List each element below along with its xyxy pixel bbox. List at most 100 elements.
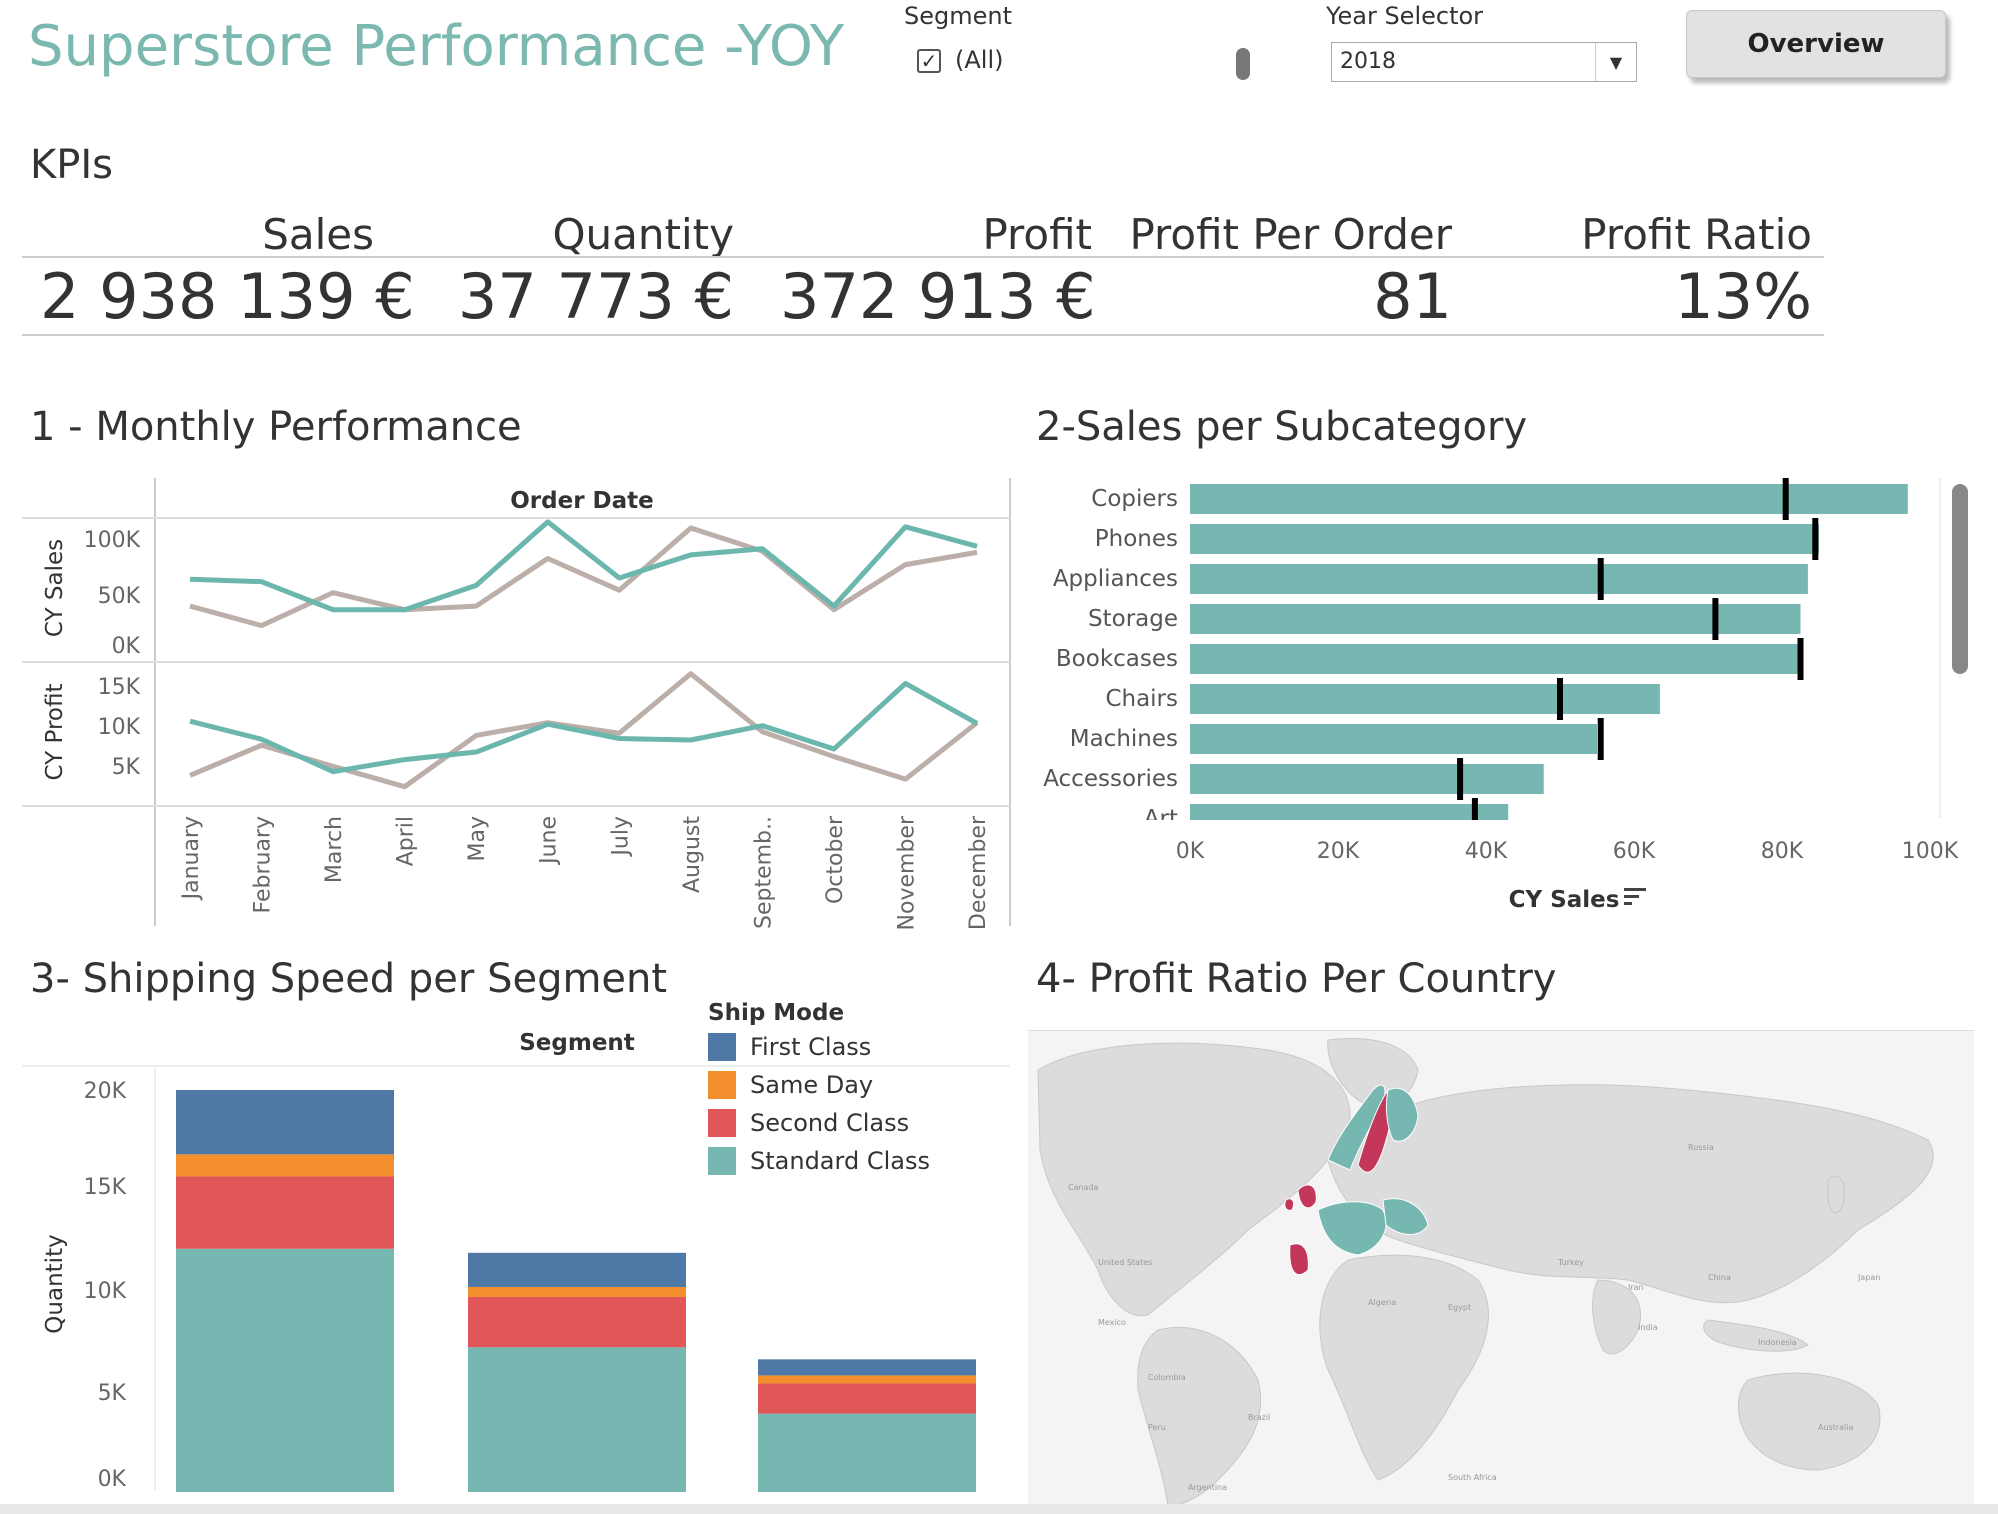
- bar-segment: [176, 1248, 394, 1492]
- legend-swatch: [708, 1071, 736, 1099]
- monthly-lines: [189, 519, 979, 790]
- legend-item-standard-class[interactable]: Standard Class: [708, 1142, 930, 1180]
- subcategory-bar: [1190, 644, 1802, 674]
- overview-button[interactable]: Overview: [1686, 10, 1946, 78]
- legend-swatch: [708, 1033, 736, 1061]
- subcategory-bar: [1190, 524, 1819, 554]
- slider-handle[interactable]: [1236, 48, 1250, 80]
- country-label: South Africa: [1448, 1473, 1497, 1482]
- checkmark-icon: ✓: [920, 49, 938, 73]
- month-label: October: [823, 815, 848, 904]
- legend-label: First Class: [750, 1033, 872, 1061]
- sort-icon[interactable]: [1624, 888, 1646, 905]
- subcategory-label: Storage: [1088, 606, 1178, 632]
- subcategory-bar: [1190, 484, 1908, 514]
- month-label: July: [608, 816, 633, 858]
- profit-tick: 15K: [98, 675, 141, 700]
- subcategory-label: Bookcases: [1056, 646, 1178, 672]
- country-label: Canada: [1068, 1183, 1099, 1192]
- kpi-profit-ratio-label: Profit Ratio: [1581, 210, 1812, 259]
- bar-segment: [758, 1359, 976, 1376]
- legend-item-same-day[interactable]: Same Day: [708, 1066, 930, 1104]
- x-tick: 100K: [1902, 839, 1959, 864]
- month-label: January: [179, 816, 204, 901]
- legend-item-second-class[interactable]: Second Class: [708, 1104, 930, 1142]
- country-label: Indonesia: [1758, 1338, 1797, 1347]
- year-selector-dropdown[interactable]: 2018 ▼: [1331, 42, 1637, 82]
- quantity-axis-label: Quantity: [42, 1234, 68, 1333]
- country-label: Argentina: [1188, 1483, 1227, 1492]
- country-label: Mexico: [1098, 1318, 1126, 1327]
- country-label: Turkey: [1557, 1258, 1584, 1267]
- reference-mark: [1812, 518, 1819, 560]
- cy-profit-axis-label: CY Profit: [42, 683, 68, 780]
- x-tick: 20K: [1317, 839, 1360, 864]
- bottom-scrollbar-track[interactable]: [0, 1504, 1998, 1514]
- monthly-performance-chart[interactable]: Order Date CY Sales CY Profit 100K 50K 0…: [0, 470, 1020, 930]
- country-label: India: [1638, 1323, 1658, 1332]
- quantity-axis-ticks: 20K 15K 10K 5K 0K: [84, 1079, 127, 1492]
- profit-tick: 10K: [98, 715, 141, 740]
- scrollbar-thumb[interactable]: [1952, 484, 1968, 674]
- y-tick: 5K: [98, 1381, 127, 1406]
- reference-mark: [1712, 598, 1719, 640]
- order-date-header: Order Date: [510, 488, 654, 514]
- subcategory-bar: [1190, 804, 1509, 820]
- month-label: June: [537, 816, 562, 866]
- kpi-section-title: KPIs: [30, 142, 113, 188]
- y-tick: 20K: [84, 1079, 127, 1104]
- year-selector-value: 2018: [1340, 49, 1396, 74]
- country-label: Egypt: [1448, 1303, 1471, 1312]
- profit-tick: 5K: [112, 755, 141, 780]
- y-tick: 15K: [84, 1175, 127, 1200]
- cy-sales-axis-title: CY Sales: [1509, 887, 1620, 913]
- profit-ratio-map[interactable]: Russia Canada United States Mexico Colombia P…: [1028, 1030, 1974, 1506]
- shipping-speed-chart[interactable]: Segment Quantity 20K 15K 10K 5K 0K: [0, 1010, 1020, 1500]
- subcategory-label: Chairs: [1105, 686, 1178, 712]
- subcategory-label: Phones: [1095, 526, 1178, 552]
- sales-tick: 50K: [98, 584, 141, 609]
- segment-filter-label: Segment: [904, 2, 1012, 30]
- reference-mark: [1597, 718, 1604, 760]
- legend-label: Standard Class: [750, 1147, 930, 1175]
- country-label: Brazil: [1248, 1413, 1270, 1422]
- bar-segment: [468, 1347, 686, 1492]
- reference-mark: [1782, 478, 1789, 520]
- legend-item-first-class[interactable]: First Class: [708, 1028, 930, 1066]
- subcategory-axis-ticks: 0K 20K 40K 60K 80K 100K: [1176, 839, 1959, 864]
- subcategory-sales-chart[interactable]: Copiers Phones Appliances Storage Bookcases C…: [1020, 470, 1990, 920]
- subcategory-bars: Copiers Phones Appliances Storage Bookcases C…: [1043, 478, 1908, 820]
- month-label: April: [394, 816, 419, 866]
- segment-header: Segment: [519, 1030, 635, 1056]
- country-label: Australia: [1818, 1423, 1853, 1432]
- subcategory-label: Machines: [1070, 726, 1178, 752]
- x-tick: 60K: [1613, 839, 1656, 864]
- sales-tick: 100K: [84, 528, 141, 553]
- segment-all-checkbox[interactable]: ✓: [917, 49, 941, 73]
- sales-line: [189, 525, 978, 629]
- month-label: March: [322, 816, 347, 883]
- profit-line: [189, 680, 979, 775]
- month-label: November: [894, 815, 919, 930]
- profit-line: [189, 671, 979, 790]
- country-label: United States: [1098, 1258, 1152, 1267]
- kpi-sales-label: Sales: [262, 210, 374, 259]
- kpi-divider: [22, 256, 1824, 258]
- year-selector-label: Year Selector: [1326, 2, 1484, 30]
- country-label: Algeria: [1368, 1298, 1396, 1307]
- country-label: Russia: [1688, 1143, 1714, 1152]
- reference-mark: [1457, 758, 1464, 800]
- country-label: Colombia: [1148, 1373, 1186, 1382]
- segment-all-label[interactable]: (All): [955, 46, 1004, 74]
- map-country-labels: Russia Canada United States Mexico Colombia P…: [1068, 1143, 1880, 1492]
- y-tick: 0K: [98, 1467, 127, 1492]
- kpi-sales-value: 2 938 139 €: [40, 260, 415, 333]
- cy-sales-axis-label: CY Sales: [42, 539, 68, 637]
- month-label: August: [680, 816, 705, 893]
- profit-ratio-country-title: 4- Profit Ratio Per Country: [1036, 956, 1557, 1002]
- subcategory-sales-title: 2-Sales per Subcategory: [1036, 404, 1528, 450]
- dashboard-title: Superstore Performance -YOY: [28, 14, 845, 79]
- chevron-down-icon[interactable]: ▼: [1595, 43, 1636, 81]
- subcategory-bar: [1190, 684, 1660, 714]
- bar-segment: [468, 1286, 686, 1298]
